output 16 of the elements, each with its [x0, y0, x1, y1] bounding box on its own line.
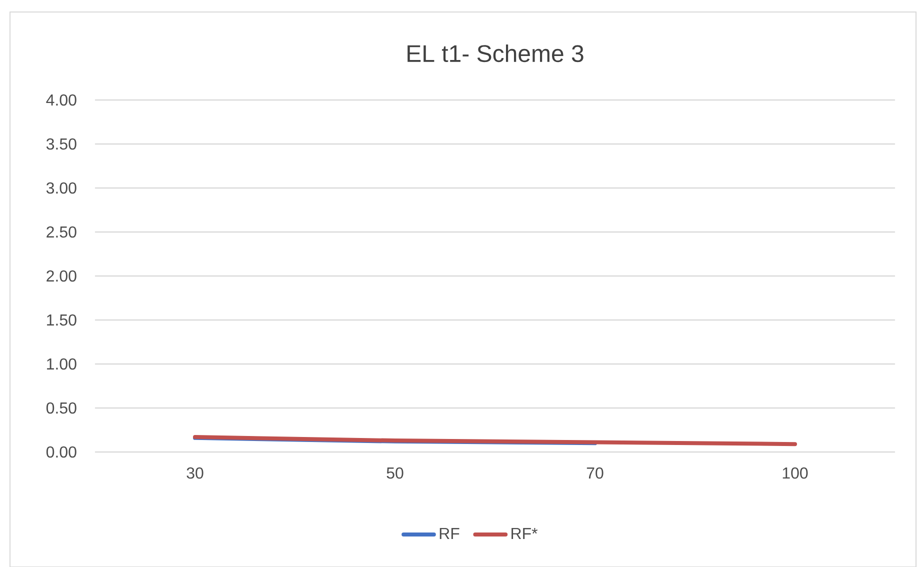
y-tick-label: 4.00 — [46, 94, 76, 106]
chart-title: EL t1- Scheme 3 — [408, 44, 584, 62]
y-tick-label: 0.00 — [46, 446, 76, 458]
x-tick-label: 30 — [186, 467, 204, 479]
y-tick-label: 2.50 — [46, 226, 76, 238]
x-tick-label: 50 — [386, 467, 404, 479]
y-tick-label: 1.50 — [47, 314, 76, 326]
legend-label: RF* — [512, 528, 538, 539]
y-tick-label: 2.00 — [46, 270, 76, 282]
y-tick-label: 0.50 — [46, 402, 76, 414]
y-tick-label: 3.00 — [46, 182, 76, 194]
y-tick-label: 3.50 — [46, 138, 76, 150]
x-tick-label: 70 — [586, 467, 604, 479]
y-tick-label: 1.00 — [47, 358, 76, 370]
legend-label: RF — [440, 528, 460, 539]
x-tick-label: 100 — [782, 467, 808, 479]
